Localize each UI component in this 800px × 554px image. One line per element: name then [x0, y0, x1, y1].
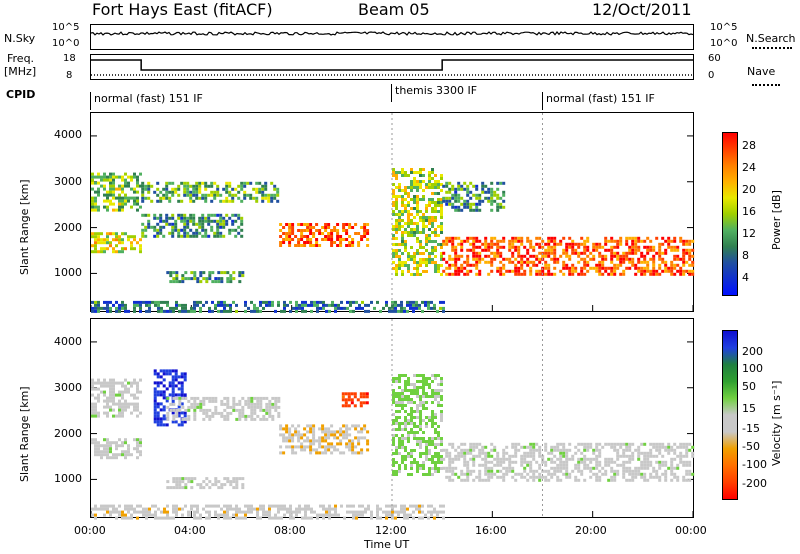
power-panel: [90, 112, 695, 313]
freq-label-1: Freq.: [7, 52, 35, 65]
station-title: Fort Hays East (fitACF): [92, 0, 273, 19]
freq-panel: [90, 54, 694, 80]
xtick-4: 16:00: [475, 524, 507, 537]
cpid-segment-2: themis 3300 IF: [391, 84, 477, 102]
power-region: [442, 236, 695, 276]
velocity-region: [442, 442, 695, 482]
xtick-1: 04:00: [174, 524, 206, 537]
velocity-region: [341, 392, 369, 408]
vel-ytick-4000: 4000: [54, 335, 82, 348]
velocity-region: [91, 438, 142, 460]
power-cb-tick-4: 4: [742, 271, 749, 284]
freq-trace: [91, 59, 693, 76]
power-cb-tick-28: 28: [742, 139, 756, 152]
xtick-5: 20:00: [575, 524, 607, 537]
power-region: [91, 300, 445, 313]
power-region: [141, 181, 280, 203]
power-ylabel: Slant Range [km]: [18, 179, 31, 275]
freq-label-2: [MHz]: [4, 65, 37, 78]
cpid-label: CPID: [6, 88, 36, 101]
vel-cb-tick-100: 100: [742, 362, 763, 375]
velocity-heatmap: [90, 319, 695, 520]
velocity-region: [392, 374, 443, 476]
vel-cb-tick-50: 50: [742, 380, 756, 393]
xtick-2: 08:00: [274, 524, 306, 537]
vel-ytick-2000: 2000: [54, 427, 82, 440]
freq-right-tick-bottom: 0: [708, 70, 715, 81]
nave-label: Nave: [747, 65, 776, 78]
velocity-panel: [90, 318, 695, 520]
power-region: [392, 168, 443, 276]
freq-right-tick-top: 60: [708, 53, 721, 64]
power-ytick-4000: 4000: [54, 128, 82, 141]
velocity-region: [279, 424, 370, 455]
power-cb-tick-16: 16: [742, 205, 756, 218]
power-ytick-3000: 3000: [54, 175, 82, 188]
date-title: 12/Oct/2011: [592, 0, 692, 19]
vel-cb-tick-200: 200: [742, 345, 763, 358]
xtick-3: 12:00: [375, 524, 407, 537]
freq-left-tick-bottom: 8: [66, 70, 73, 81]
power-heatmap: [90, 113, 695, 313]
cpid-segment-1: normal (fast) 151 IF: [90, 92, 203, 110]
vel-ytick-1000: 1000: [54, 472, 82, 485]
vel-cb-tick-15: 15: [742, 402, 756, 415]
nave-dotted: [752, 84, 780, 86]
power-ytick-2000: 2000: [54, 221, 82, 234]
power-region: [279, 223, 370, 247]
noise-right-tick-bottom: 10^0: [710, 38, 738, 49]
noise-right-tick-top: 10^5: [710, 22, 738, 33]
beam-title: Beam 05: [358, 0, 430, 19]
power-cb-title: Power [dB]: [770, 190, 783, 250]
velocity-colorbar: [722, 330, 738, 500]
velocity-cb-title: Velocity [m s⁻¹]: [770, 380, 783, 466]
power-region: [91, 172, 142, 212]
power-ytick-1000: 1000: [54, 266, 82, 279]
noise-left-label: N.Sky: [4, 32, 36, 45]
power-region: [91, 232, 142, 254]
velocity-region: [91, 378, 142, 418]
velocity-region: [166, 477, 245, 490]
vel-cb-tick-m50: -50: [742, 440, 760, 453]
power-region: [141, 213, 244, 238]
velocity-region: [153, 369, 187, 427]
vel-ytick-3000: 3000: [54, 381, 82, 394]
power-cb-tick-20: 20: [742, 183, 756, 196]
x-axis-label: Time UT: [364, 538, 410, 551]
velocity-ylabel: Slant Range [km]: [18, 386, 31, 482]
power-region: [442, 181, 506, 212]
vel-cb-tick-m200: -200: [742, 477, 767, 490]
cpid-bar: normal (fast) 151 IF themis 3300 IF norm…: [90, 84, 694, 110]
noise-trace: [90, 31, 694, 36]
noise-panel: [90, 24, 694, 50]
noise-right-dotted: [752, 47, 792, 49]
xtick-6: 00:00: [675, 524, 707, 537]
vel-cb-tick-m15: -15: [742, 422, 760, 435]
power-cb-tick-12: 12: [742, 227, 756, 240]
vel-cb-tick-m100: -100: [742, 458, 767, 471]
cpid-segment-3: normal (fast) 151 IF: [542, 92, 655, 110]
xtick-0: 00:00: [74, 524, 106, 537]
power-colorbar: [722, 132, 738, 296]
freq-left-tick-top: 18: [63, 53, 76, 64]
noise-right-label: N.Search: [746, 32, 796, 45]
power-cb-tick-8: 8: [742, 249, 749, 262]
noise-left-tick-top: 10^5: [52, 22, 80, 33]
power-region: [166, 271, 245, 284]
noise-left-tick-bottom: 10^0: [52, 38, 80, 49]
power-cb-tick-24: 24: [742, 161, 756, 174]
velocity-region: [91, 504, 445, 520]
velocity-region: [166, 396, 281, 421]
